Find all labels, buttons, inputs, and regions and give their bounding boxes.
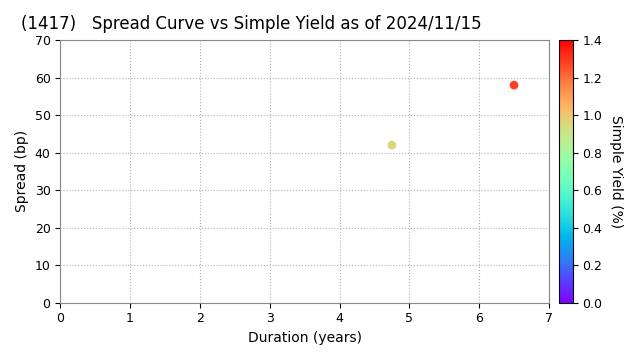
Point	[509, 82, 519, 88]
X-axis label: Duration (years): Duration (years)	[248, 331, 362, 345]
Point	[387, 142, 397, 148]
Text: (1417)   Spread Curve vs Simple Yield as of 2024/11/15: (1417) Spread Curve vs Simple Yield as o…	[21, 15, 482, 33]
Y-axis label: Spread (bp): Spread (bp)	[15, 130, 29, 212]
Y-axis label: Simple Yield (%): Simple Yield (%)	[609, 115, 623, 228]
